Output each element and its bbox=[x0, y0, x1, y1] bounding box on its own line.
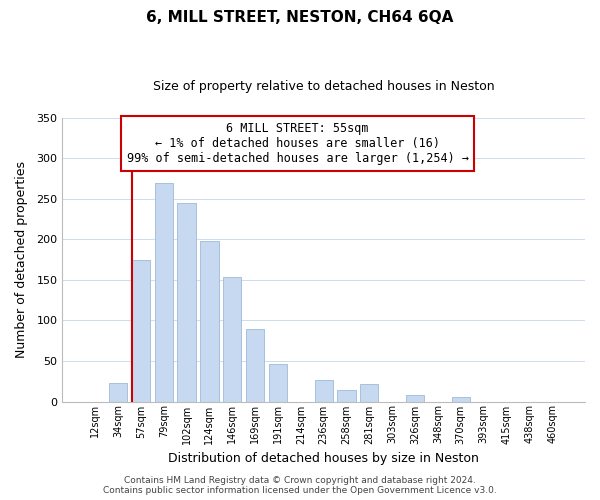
Bar bbox=[109, 383, 127, 402]
Title: Size of property relative to detached houses in Neston: Size of property relative to detached ho… bbox=[153, 80, 494, 93]
Bar bbox=[223, 278, 241, 402]
Bar bbox=[360, 384, 379, 402]
Text: Contains HM Land Registry data © Crown copyright and database right 2024.
Contai: Contains HM Land Registry data © Crown c… bbox=[103, 476, 497, 495]
Bar bbox=[132, 260, 150, 402]
Bar bbox=[246, 328, 264, 402]
Text: 6, MILL STREET, NESTON, CH64 6QA: 6, MILL STREET, NESTON, CH64 6QA bbox=[146, 10, 454, 25]
Bar bbox=[314, 380, 333, 402]
Bar bbox=[406, 395, 424, 402]
X-axis label: Distribution of detached houses by size in Neston: Distribution of detached houses by size … bbox=[168, 452, 479, 465]
Text: 6 MILL STREET: 55sqm
← 1% of detached houses are smaller (16)
99% of semi-detach: 6 MILL STREET: 55sqm ← 1% of detached ho… bbox=[127, 122, 469, 165]
Y-axis label: Number of detached properties: Number of detached properties bbox=[15, 161, 28, 358]
Bar bbox=[337, 390, 356, 402]
Bar bbox=[155, 182, 173, 402]
Bar bbox=[269, 364, 287, 402]
Bar bbox=[200, 241, 218, 402]
Bar bbox=[178, 203, 196, 402]
Bar bbox=[452, 398, 470, 402]
